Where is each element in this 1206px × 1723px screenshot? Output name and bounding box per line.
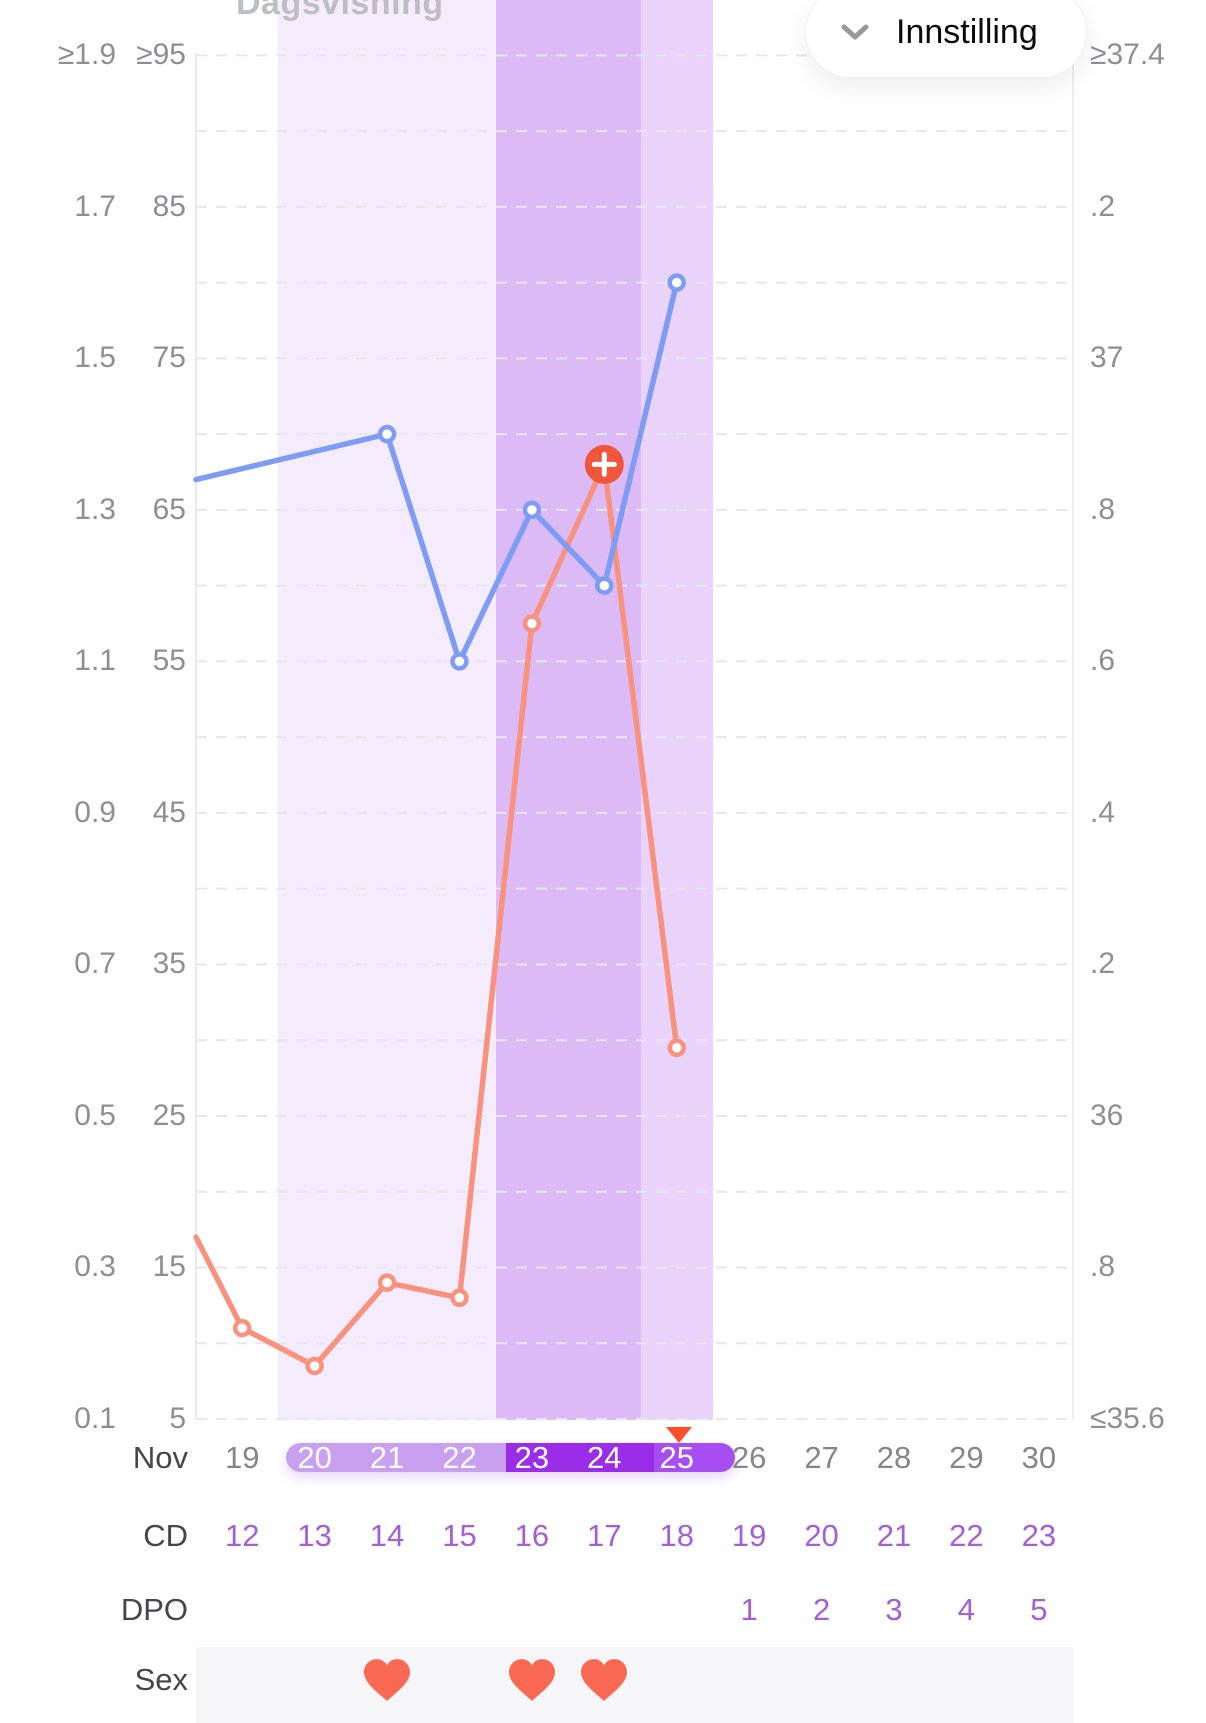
post-peak-band [640,0,713,1420]
pill-high-fertility-segment [506,1443,654,1472]
heart-icon [581,1659,628,1701]
date-cell[interactable]: 24 [587,1440,622,1475]
heart-icon [508,1659,555,1701]
page-title: Dagsvisning [236,0,444,22]
heart-icon [364,1659,411,1701]
plus-icon [591,451,617,477]
dpo-cell: 3 [885,1592,903,1627]
date-cell[interactable]: 21 [369,1440,405,1475]
date-cell[interactable]: 20 [297,1440,332,1475]
temperature-point [522,500,542,520]
test-point [305,1356,324,1376]
cd-cell: 20 [804,1518,839,1553]
month-label: Nov [132,1440,188,1475]
test-point [377,1273,397,1292]
cd-cell: 16 [514,1518,550,1553]
dpo-cell: 2 [812,1592,831,1627]
temperature-point [667,273,686,292]
cd-cell: 21 [876,1518,912,1553]
sex-row-band [196,1647,1073,1723]
temperature-point [377,424,397,444]
ovulation-test-line [193,461,680,1369]
cd-cell: 12 [224,1518,260,1553]
dpo-cell: 4 [957,1592,976,1627]
cd-cell: 22 [949,1518,984,1553]
test-point [522,614,542,633]
settings-button[interactable]: Innstilling [805,0,1087,78]
high-fertility-band [495,0,641,1420]
cd-cell: 13 [297,1518,332,1553]
test-point [667,1038,686,1058]
date-cell[interactable]: 23 [514,1440,550,1475]
date-cell[interactable]: 26 [731,1440,767,1475]
ovulation-day-triangle-icon [666,1427,692,1443]
date-cell[interactable]: 22 [442,1440,477,1475]
cd-cell: 14 [369,1518,405,1553]
dpo-cell: 1 [740,1592,758,1627]
temperature-point [450,652,469,671]
date-cell[interactable]: 28 [876,1440,912,1475]
sex-row-label: Sex [134,1662,188,1697]
temperature-line [193,279,680,665]
date-cell[interactable]: 19 [224,1440,260,1475]
cd-cell: 17 [587,1518,622,1553]
dpo-cell: 5 [1030,1592,1048,1627]
pill-post-peak-segment [654,1443,735,1472]
cd-cell: 18 [659,1518,694,1553]
date-cell[interactable]: 27 [804,1440,839,1475]
cd-cell: 19 [731,1518,767,1553]
cd-row-label: CD [143,1518,188,1553]
temperature-point [595,576,614,595]
test-point [232,1318,252,1338]
settings-label: Innstilling [896,12,1038,51]
pill-fertile-segment [286,1443,506,1472]
chevron-down-icon [841,24,869,40]
date-cell[interactable]: 30 [1021,1440,1057,1475]
fertile-window-band [278,0,496,1420]
dpo-row-label: DPO [120,1592,188,1627]
test-point [450,1288,469,1308]
cd-cell: 15 [442,1518,477,1553]
date-cell[interactable]: 29 [949,1440,984,1475]
date-cell[interactable]: 25 [659,1440,694,1475]
cd-cell: 23 [1021,1518,1057,1553]
fertile-date-range-pill [286,1443,735,1472]
